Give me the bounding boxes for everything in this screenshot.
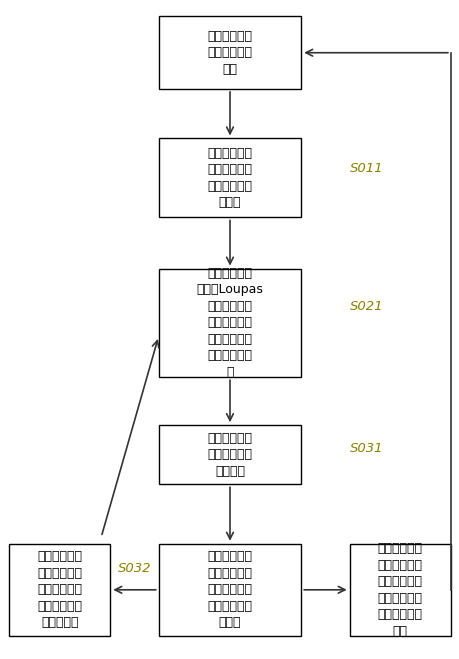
Bar — [158, 425, 301, 484]
Text: 对位移曲线进
行运动滤波，
消除组织自身
运动带来的位
移信息: 对位移曲线进 行运动滤波， 消除组织自身 运动带来的位 移信息 — [207, 550, 252, 629]
Bar — [158, 138, 301, 217]
Text: S021: S021 — [349, 300, 382, 313]
Text: S031: S031 — [349, 442, 382, 455]
Text: S011: S011 — [349, 161, 382, 175]
Bar — [9, 544, 110, 636]
Bar — [158, 16, 301, 89]
Text: 依据位移拟合
曲线的峰值变
化率以及欧式
距离，得到最
佳激励脉冲的
数量: 依据位移拟合 曲线的峰值变 化率以及欧式 距离，得到最 佳激励脉冲的 数量 — [377, 542, 422, 637]
Bar — [158, 269, 301, 377]
Text: 对与激励脉冲
信号对应的回
波信号进行线
性插值: 对与激励脉冲 信号对应的回 波信号进行线 性插值 — [207, 147, 252, 209]
Bar — [349, 544, 450, 636]
Text: 采用二维二维
自相关Loupas
算法计算所述
回波在时间方
向取样窗口内
的平均位移速
度: 采用二维二维 自相关Loupas 算法计算所述 回波在时间方 向取样窗口内 的平… — [196, 267, 263, 379]
Text: 计算所述回波
在时间方向上
具体位移: 计算所述回波 在时间方向上 具体位移 — [207, 432, 252, 478]
Text: S032: S032 — [118, 562, 151, 575]
Bar — [158, 544, 301, 636]
Text: 计算回波的平
滑度指数，自
适应确定最优
位移计算的时
间取样窗口: 计算回波的平 滑度指数，自 适应确定最优 位移计算的时 间取样窗口 — [37, 550, 82, 629]
Text: 发射激励与检
测脉冲并检测
回波: 发射激励与检 测脉冲并检测 回波 — [207, 30, 252, 76]
